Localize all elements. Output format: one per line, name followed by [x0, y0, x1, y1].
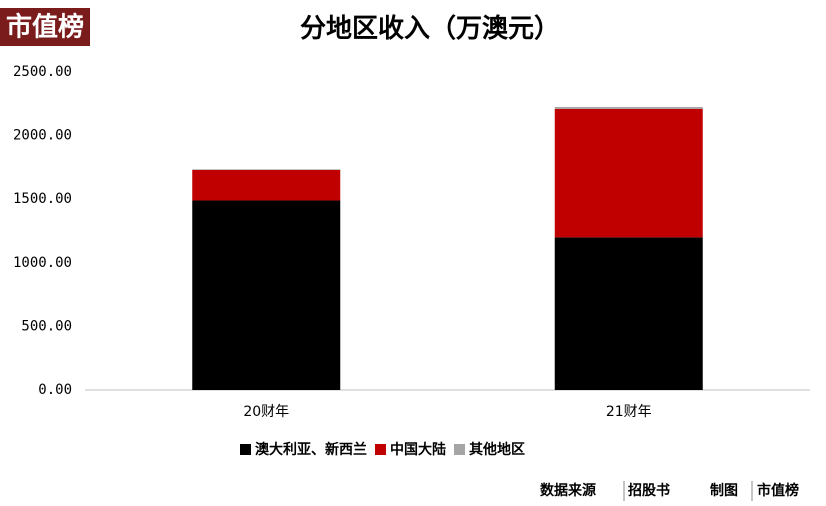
bar-segment: [192, 169, 341, 170]
bar-segment: [192, 200, 341, 390]
legend-label: 澳大利亚、新西兰: [255, 441, 367, 458]
logo: 市值榜: [6, 12, 84, 43]
x-tick-label: 20财年: [243, 404, 289, 420]
x-tick-label: 21财年: [606, 404, 652, 420]
y-tick-label: 1500.00: [13, 191, 72, 207]
legend-label: 中国大陆: [390, 441, 446, 458]
legend-swatch: [454, 444, 465, 455]
bar-segment: [192, 169, 341, 201]
y-tick-label: 0.00: [38, 382, 72, 398]
y-tick-label: 2000.00: [13, 128, 72, 144]
legend-swatch: [240, 444, 251, 455]
footer-text: 制图: [710, 482, 738, 499]
y-tick-label: 2500.00: [13, 64, 72, 80]
legend-label: 其他地区: [469, 441, 525, 458]
footer-text: 市值榜: [757, 482, 799, 499]
bar-segment: [554, 237, 703, 390]
bar-segment: [554, 108, 703, 238]
footer-text: 招股书: [628, 482, 670, 499]
footer: 数据来源 招股书 制图 市值榜: [540, 481, 799, 501]
footer-text: 数据来源: [540, 482, 596, 499]
y-tick-label: 1000.00: [13, 255, 72, 271]
logo-box: [0, 8, 90, 46]
y-tick-label: 500.00: [21, 318, 72, 334]
legend-swatch: [375, 444, 386, 455]
chart-title: 分地区收入（万澳元）: [300, 14, 560, 44]
bar-segment: [554, 106, 703, 109]
